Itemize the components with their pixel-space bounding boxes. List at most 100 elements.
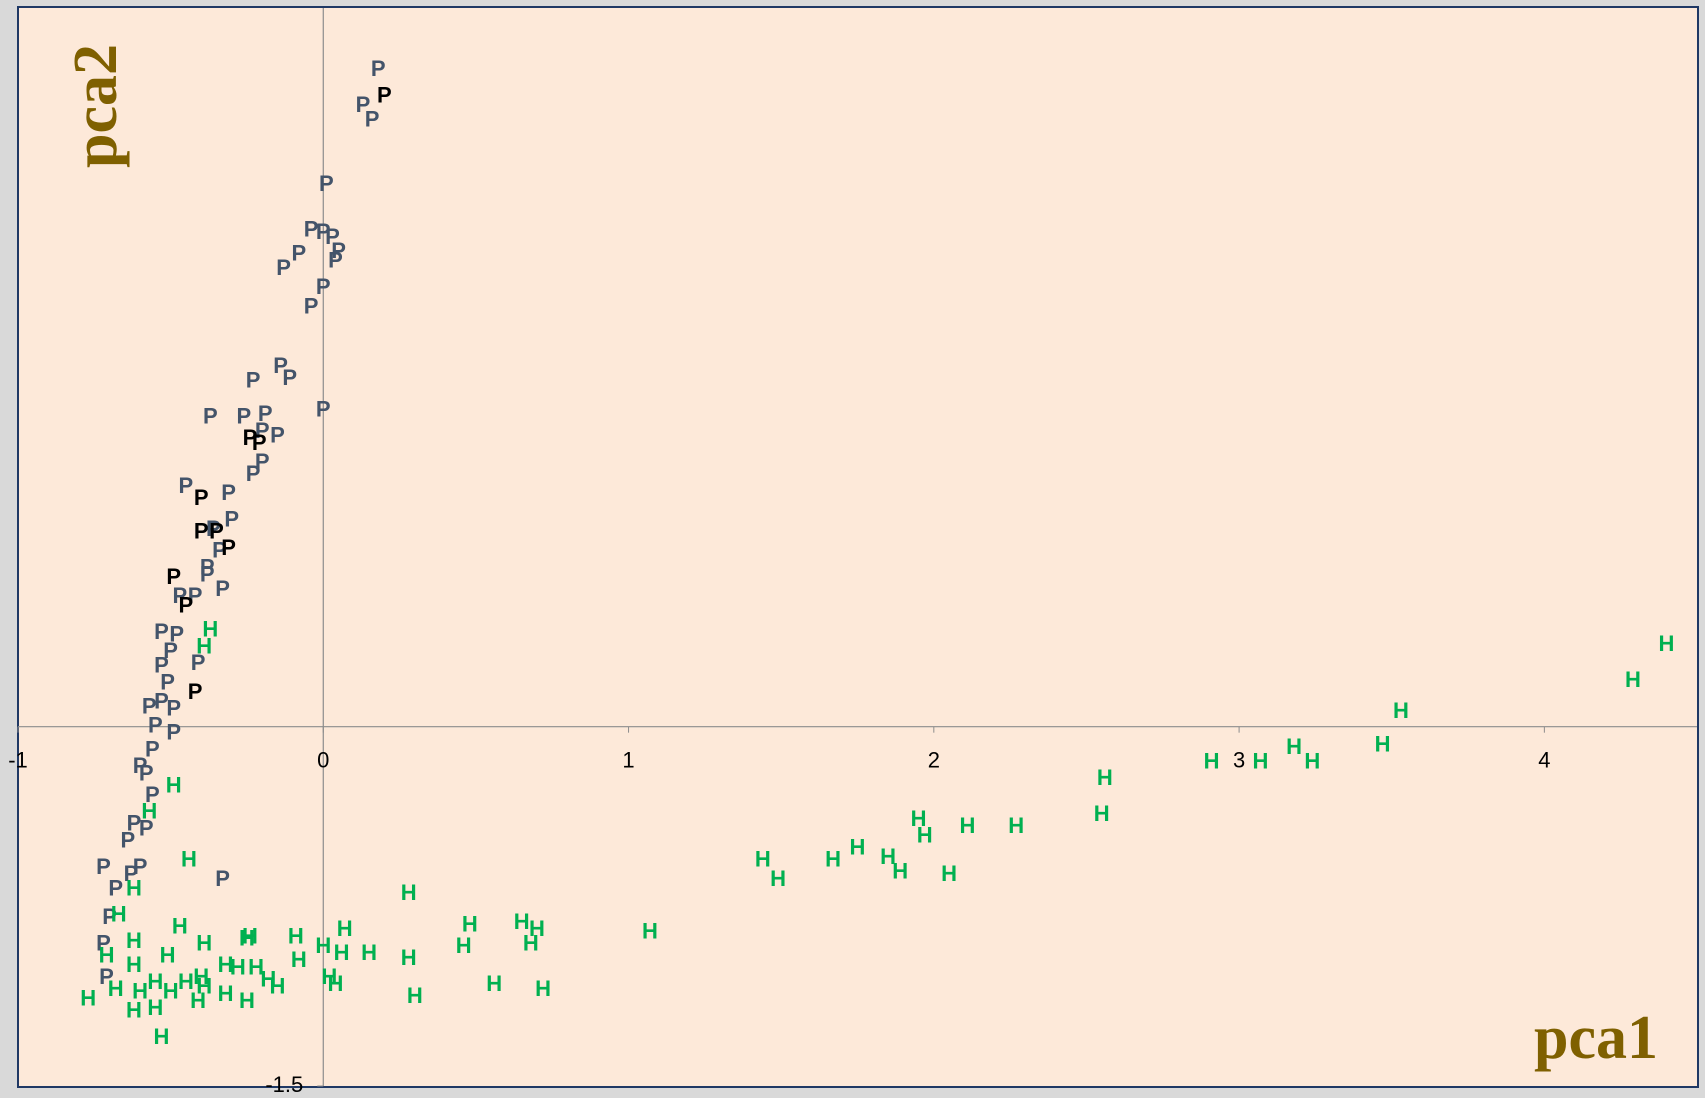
- point-marker: H: [401, 880, 417, 905]
- point-marker: P: [276, 255, 291, 280]
- point-marker: P: [121, 827, 136, 852]
- point-marker: H: [770, 866, 786, 891]
- point-marker: P: [200, 562, 215, 587]
- point-marker: P: [133, 753, 148, 778]
- point-marker: H: [462, 911, 478, 936]
- point-marker: P: [221, 480, 236, 505]
- point-marker: H: [334, 940, 350, 965]
- point-marker: H: [959, 813, 975, 838]
- point-marker: P: [206, 516, 221, 541]
- point-marker: H: [147, 969, 163, 994]
- point-marker: P: [356, 92, 371, 117]
- point-marker: P: [255, 418, 270, 443]
- point-marker: P: [221, 535, 236, 560]
- point-marker: P: [255, 449, 270, 474]
- point-marker: H: [181, 847, 197, 872]
- point-marker: H: [111, 902, 127, 927]
- point-marker: H: [486, 971, 502, 996]
- point-marker: P: [328, 248, 343, 273]
- point-marker: P: [145, 736, 160, 761]
- point-marker: P: [142, 693, 157, 718]
- point-marker: P: [203, 403, 218, 428]
- point-marker: P: [166, 696, 181, 721]
- point-marker: P: [224, 506, 239, 531]
- point-marker: P: [371, 56, 386, 81]
- point-marker: H: [291, 947, 307, 972]
- point-marker: P: [127, 811, 142, 836]
- point-marker: H: [941, 861, 957, 886]
- point-marker: H: [1204, 748, 1220, 773]
- point-marker: H: [132, 978, 148, 1003]
- x-tick-label: 2: [928, 747, 940, 772]
- point-marker: H: [535, 976, 551, 1001]
- point-marker: H: [242, 923, 258, 948]
- x-tick-label: 3: [1233, 747, 1245, 772]
- point-marker: H: [260, 966, 276, 991]
- point-marker: H: [328, 971, 344, 996]
- point-marker: P: [124, 861, 139, 886]
- point-marker: P: [215, 866, 230, 891]
- point-marker: P: [191, 650, 206, 675]
- point-marker: P: [246, 461, 261, 486]
- point-marker: H: [193, 964, 209, 989]
- point-marker: H: [196, 930, 212, 955]
- point-marker: H: [850, 835, 866, 860]
- point-marker: P: [102, 904, 117, 929]
- point-marker: H: [1253, 748, 1269, 773]
- point-marker: H: [401, 945, 417, 970]
- point-marker: P: [160, 669, 175, 694]
- point-marker: H: [529, 916, 545, 941]
- point-marker: P: [319, 171, 334, 196]
- point-marker: H: [163, 978, 179, 1003]
- y-tick-label: -1.5: [265, 1072, 303, 1097]
- point-marker: P: [145, 782, 160, 807]
- point-marker: H: [1097, 765, 1113, 790]
- point-marker: H: [147, 995, 163, 1020]
- point-marker: P: [365, 106, 380, 131]
- point-marker: P: [133, 854, 148, 879]
- point-marker: H: [1094, 801, 1110, 826]
- point-marker: H: [825, 847, 841, 872]
- point-marker: P: [148, 712, 163, 737]
- point-marker: P: [166, 564, 181, 589]
- point-marker: H: [178, 969, 194, 994]
- x-tick-label: -1: [8, 747, 28, 772]
- point-marker: P: [270, 423, 285, 448]
- point-marker: P: [273, 353, 288, 378]
- point-marker: P: [179, 473, 194, 498]
- point-marker: H: [108, 976, 124, 1001]
- point-marker: H: [1375, 732, 1391, 757]
- point-marker: P: [331, 238, 346, 263]
- point-marker: H: [218, 952, 234, 977]
- point-marker: H: [126, 928, 142, 953]
- point-marker: P: [96, 854, 111, 879]
- point-marker: H: [230, 954, 246, 979]
- point-marker: H: [218, 981, 234, 1006]
- point-marker: H: [196, 633, 212, 658]
- point-marker: P: [316, 396, 331, 421]
- point-marker: H: [407, 983, 423, 1008]
- point-marker: P: [212, 538, 227, 563]
- point-marker: P: [163, 638, 178, 663]
- point-marker: P: [200, 554, 215, 579]
- point-marker: P: [215, 576, 230, 601]
- point-marker: P: [304, 217, 319, 242]
- point-marker: P: [154, 689, 169, 714]
- point-marker: H: [141, 799, 157, 824]
- point-marker: P: [139, 760, 154, 785]
- point-marker: P: [194, 518, 209, 543]
- point-marker: H: [126, 998, 142, 1023]
- point-marker: P: [282, 365, 297, 390]
- point-marker: H: [911, 806, 927, 831]
- point-marker: H: [239, 988, 255, 1013]
- point-marker: H: [1008, 813, 1024, 838]
- point-marker: H: [154, 1024, 170, 1049]
- point-marker: H: [337, 916, 353, 941]
- point-marker: H: [239, 926, 255, 951]
- point-marker: P: [325, 224, 340, 249]
- point-marker: H: [1393, 698, 1409, 723]
- point-marker: P: [188, 583, 203, 608]
- point-marker: H: [880, 844, 896, 869]
- point-marker: H: [288, 923, 304, 948]
